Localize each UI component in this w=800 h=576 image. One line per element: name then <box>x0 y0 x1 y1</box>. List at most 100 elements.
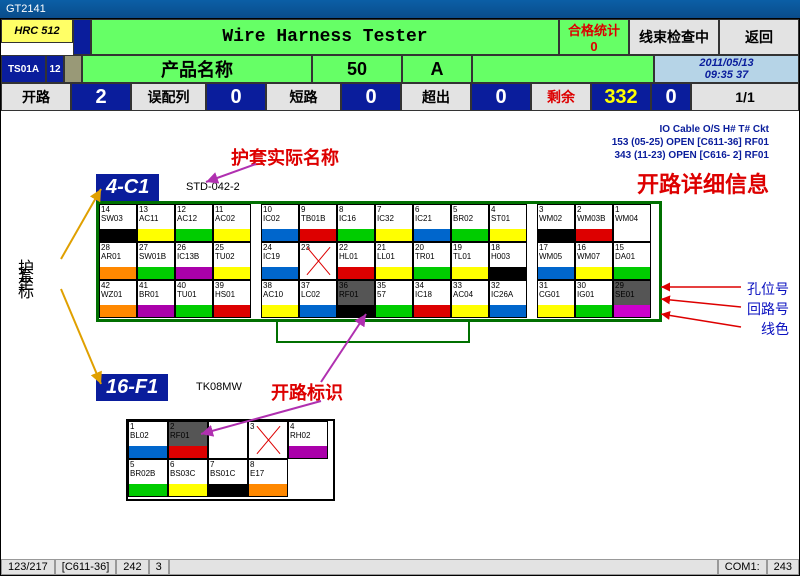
pin-cell: 11AC02 <box>213 204 251 242</box>
anno-hole-no: 孔位号 <box>747 279 789 299</box>
pin-cell: 36RF01 <box>337 280 375 318</box>
pin-cell: 23 <box>299 242 337 280</box>
pin-cell: 28AR01 <box>99 242 137 280</box>
status-c: 242 <box>116 559 148 575</box>
pin-cell: 8E17 <box>248 459 288 497</box>
status-b: [C611-36] <box>55 559 117 575</box>
product-label: 产品名称 <box>82 55 312 83</box>
hrc-badge: HRC 512 <box>1 19 73 43</box>
pin-cell: 3 <box>248 421 288 459</box>
pin-cell: 30IG01 <box>575 280 613 318</box>
ts-spacer <box>64 55 82 83</box>
open-count: 2 <box>71 83 131 111</box>
connector-1: 14SW0313AC1112AC1211AC0210IC029TB01B8IC1… <box>96 201 662 322</box>
pin-cell: 1BL02 <box>128 421 168 459</box>
status-com: COM1: <box>718 559 767 575</box>
pin-cell: 27SW01B <box>137 242 175 280</box>
page-indicator: 1/1 <box>691 83 799 111</box>
remain2-count: 0 <box>651 83 691 111</box>
pin-cell: 6IC21 <box>413 204 451 242</box>
pin-cell: 42WZ01 <box>99 280 137 318</box>
diagram-area: IO Cable O/S H# T# Ckt 153 (05-25) OPEN … <box>1 119 799 557</box>
remain-count: 332 <box>591 83 651 111</box>
pin-cell: 4RH02 <box>288 421 328 459</box>
pin-cell: 4ST01 <box>489 204 527 242</box>
pin-cell: 20TR01 <box>413 242 451 280</box>
pin-cell: 37LC02 <box>299 280 337 318</box>
date: 2011/05/13 <box>699 57 753 69</box>
ts-badge: TS01A <box>1 55 46 83</box>
status-a: 123/217 <box>1 559 55 575</box>
extra-count: 0 <box>471 83 531 111</box>
pin-cell: 5BR02B <box>128 459 168 497</box>
anno-open-mark: 开路标识 <box>271 379 343 405</box>
back-button[interactable]: 返回 <box>719 19 799 55</box>
pin-cell: 2RF01 <box>168 421 208 459</box>
status-bar: 123/217 [C611-36] 242 3 COM1: 243 <box>1 559 799 575</box>
pin-cell: 18H003 <box>489 242 527 280</box>
pin-cell: 10IC02 <box>261 204 299 242</box>
pin-cell: 33AC04 <box>451 280 489 318</box>
pin-cell: 34IC18 <box>413 280 451 318</box>
pin-cell: 29SE01 <box>613 280 651 318</box>
header-row-1: HRC 512 Wire Harness Tester 合格统计 0 线束检查中… <box>1 19 799 55</box>
datetime: 2011/05/13 09:35 37 <box>654 55 799 83</box>
anno-sheath-coord: 护套坐标 <box>11 259 35 291</box>
pin-cell <box>208 421 248 459</box>
status-spacer <box>169 559 718 575</box>
hrc-spacer <box>73 19 91 55</box>
pin-cell: 32IC26A <box>489 280 527 318</box>
pin-cell: 13AC11 <box>137 204 175 242</box>
window-titlebar: GT2141 <box>0 0 800 18</box>
pin-cell: 14SW03 <box>99 204 137 242</box>
pin-cell: 1WM04 <box>613 204 651 242</box>
pin-cell: 12AC12 <box>175 204 213 242</box>
diag-line-1: 153 (05-25) OPEN [C611-36] RF01 <box>612 137 769 148</box>
ts-no: 12 <box>46 55 64 83</box>
connector-1-tab <box>276 319 470 343</box>
pin-cell: 16WM07 <box>575 242 613 280</box>
pin-cell: 40TU01 <box>175 280 213 318</box>
pin-cell: 7BS01C <box>208 459 248 497</box>
pin-cell: 24IC19 <box>261 242 299 280</box>
anno-circuit-no: 回路号 <box>747 299 789 319</box>
short-label: 短路 <box>266 83 341 111</box>
coord-1: 4-C1 <box>96 174 159 201</box>
remain-label: 剩余 <box>531 83 591 111</box>
row2-spacer <box>472 55 654 83</box>
anno-sheath-name: 护套实际名称 <box>231 144 339 170</box>
pin-cell: 31CG01 <box>537 280 575 318</box>
time: 09:35 37 <box>705 69 748 81</box>
miswire-label: 误配列 <box>131 83 206 111</box>
miswire-count: 0 <box>206 83 266 111</box>
pin-cell: 19TL01 <box>451 242 489 280</box>
pin-cell: 7IC32 <box>375 204 413 242</box>
pin-cell: 39HS01 <box>213 280 251 318</box>
partno-2: TK08MW <box>196 381 242 393</box>
connector-2: 1BL022RF01 34RH02 5BR02B6BS03C7BS01C8E17 <box>126 419 335 501</box>
pin-cell: 21LL01 <box>375 242 413 280</box>
pin-cell: 38AC10 <box>261 280 299 318</box>
tester-title: Wire Harness Tester <box>91 19 559 55</box>
pin-cell: 9TB01B <box>299 204 337 242</box>
pin-cell: 15DA01 <box>613 242 651 280</box>
extra-label: 超出 <box>401 83 471 111</box>
pin-cell: 41BR01 <box>137 280 175 318</box>
anno-wire-color: 线色 <box>761 319 789 339</box>
product-value: 50 <box>312 55 402 83</box>
diag-header: IO Cable O/S H# T# Ckt <box>660 124 769 135</box>
pin-cell: 6BS03C <box>168 459 208 497</box>
diag-line-2: 343 (11-23) OPEN [C616- 2] RF01 <box>614 150 769 161</box>
pass-label: 合格统计 <box>568 20 620 39</box>
main-window: HRC 512 Wire Harness Tester 合格统计 0 线束检查中… <box>0 18 800 576</box>
pin-cell: 17WM05 <box>537 242 575 280</box>
pin-cell: 3WM02 <box>537 204 575 242</box>
pin-cell: 5BR02 <box>451 204 489 242</box>
open-label: 开路 <box>1 83 71 111</box>
short-count: 0 <box>341 83 401 111</box>
pin-cell: 2WM03B <box>575 204 613 242</box>
pin-cell: 26IC13B <box>175 242 213 280</box>
partno-1: STD-042-2 <box>186 181 240 193</box>
pass-stat: 合格统计 0 <box>559 19 629 55</box>
status-d: 3 <box>149 559 169 575</box>
